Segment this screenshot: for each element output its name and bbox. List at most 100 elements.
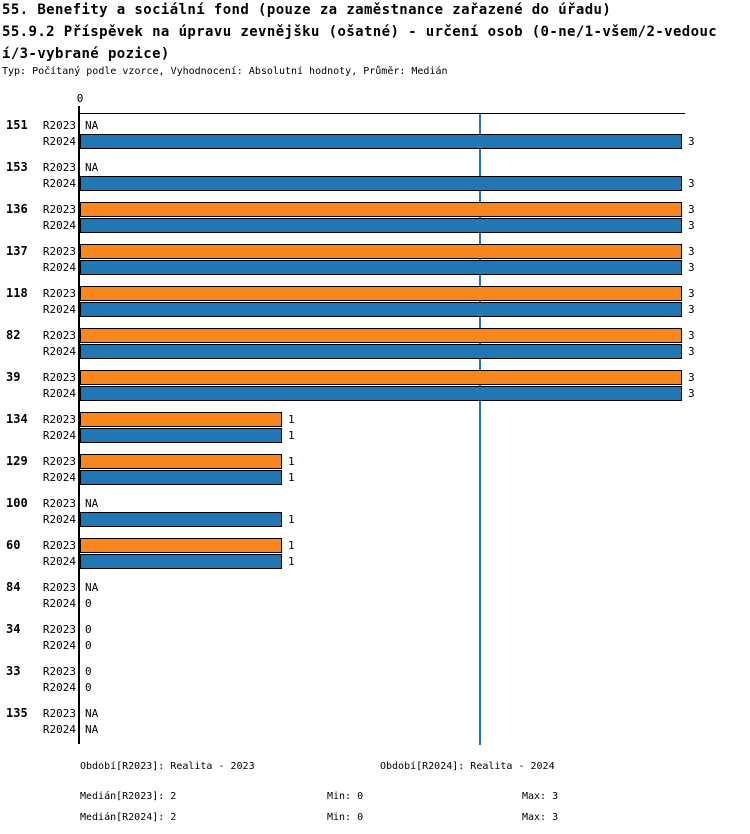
series-label-r2024: R2024 bbox=[42, 345, 76, 358]
value-label: 0 bbox=[85, 665, 92, 678]
group-id-label: 135 bbox=[6, 706, 28, 720]
value-label: 3 bbox=[688, 371, 695, 384]
bar-r2024-group-137 bbox=[80, 260, 682, 275]
value-label: 0 bbox=[85, 597, 92, 610]
value-label: 0 bbox=[85, 639, 92, 652]
page-title-line-1: 55. Benefity a sociální fond (pouze za z… bbox=[2, 2, 612, 18]
series-label-r2023: R2023 bbox=[42, 623, 76, 636]
series-label-r2024: R2024 bbox=[42, 513, 76, 526]
group-id-label: 100 bbox=[6, 496, 28, 510]
min-label-2023: Min: 0 bbox=[327, 791, 364, 802]
series-label-r2023: R2023 bbox=[42, 287, 76, 300]
group-id-label: 84 bbox=[6, 580, 21, 594]
bar-r2023-group-118 bbox=[80, 286, 682, 301]
series-label-r2023: R2023 bbox=[42, 161, 76, 174]
chart-subtitle: Typ: Počítaný podle vzorce, Vyhodnocení:… bbox=[2, 66, 448, 77]
series-label-r2024: R2024 bbox=[42, 597, 76, 610]
series-label-r2024: R2024 bbox=[42, 387, 76, 400]
value-label: NA bbox=[85, 581, 99, 594]
series-label-r2023: R2023 bbox=[42, 371, 76, 384]
value-label: 1 bbox=[288, 429, 295, 442]
series-label-r2024: R2024 bbox=[42, 471, 76, 484]
bar-r2024-group-100 bbox=[80, 512, 282, 527]
bar-r2023-group-129 bbox=[80, 454, 282, 469]
bar-r2024-group-129 bbox=[80, 470, 282, 485]
series-label-r2023: R2023 bbox=[42, 245, 76, 258]
series-label-r2024: R2024 bbox=[42, 177, 76, 190]
value-label: 3 bbox=[688, 387, 695, 400]
y-axis-line bbox=[78, 106, 80, 744]
value-label: 1 bbox=[288, 555, 295, 568]
value-label: 1 bbox=[288, 471, 295, 484]
bar-r2024-group-118 bbox=[80, 302, 682, 317]
x-axis-tick-zero: 0 bbox=[76, 92, 84, 105]
group-id-label: 136 bbox=[6, 202, 28, 216]
max-label-2024: Max: 3 bbox=[522, 812, 559, 823]
series-label-r2023: R2023 bbox=[42, 329, 76, 342]
bar-r2024-group-134 bbox=[80, 428, 282, 443]
series-label-r2023: R2023 bbox=[42, 581, 76, 594]
series-label-r2024: R2024 bbox=[42, 219, 76, 232]
value-label: NA bbox=[85, 707, 99, 720]
bar-r2024-group-151 bbox=[80, 134, 682, 149]
bar-r2023-group-136 bbox=[80, 202, 682, 217]
max-label-2023: Max: 3 bbox=[522, 791, 559, 802]
series-label-r2023: R2023 bbox=[42, 539, 76, 552]
group-id-label: 39 bbox=[6, 370, 21, 384]
series-label-r2024: R2024 bbox=[42, 639, 76, 652]
value-label: 0 bbox=[85, 681, 92, 694]
value-label: 0 bbox=[85, 623, 92, 636]
value-label: 3 bbox=[688, 203, 695, 216]
page-title-line-2: 55.9.2 Příspěvek na úpravu zevnějšku (oš… bbox=[2, 24, 718, 40]
group-id-label: 33 bbox=[6, 664, 21, 678]
group-id-label: 60 bbox=[6, 538, 21, 552]
value-label: 1 bbox=[288, 513, 295, 526]
bar-r2023-group-134 bbox=[80, 412, 282, 427]
x-axis-line bbox=[79, 113, 685, 114]
series-label-r2023: R2023 bbox=[42, 119, 76, 132]
bar-r2023-group-82 bbox=[80, 328, 682, 343]
value-label: 3 bbox=[688, 245, 695, 258]
group-id-label: 118 bbox=[6, 286, 28, 300]
value-label: 3 bbox=[688, 345, 695, 358]
value-label: NA bbox=[85, 119, 99, 132]
series-label-r2024: R2024 bbox=[42, 303, 76, 316]
period-label-2024: Období[R2024]: Realita - 2024 bbox=[380, 761, 555, 772]
bar-r2024-group-82 bbox=[80, 344, 682, 359]
series-label-r2024: R2024 bbox=[42, 723, 76, 736]
series-label-r2023: R2023 bbox=[42, 497, 76, 510]
series-label-r2023: R2023 bbox=[42, 707, 76, 720]
value-label: 1 bbox=[288, 539, 295, 552]
bar-r2023-group-39 bbox=[80, 370, 682, 385]
value-label: NA bbox=[85, 161, 99, 174]
value-label: 3 bbox=[688, 135, 695, 148]
bar-r2023-group-60 bbox=[80, 538, 282, 553]
median-label-2023: Medián[R2023]: 2 bbox=[80, 791, 177, 802]
bar-r2023-group-137 bbox=[80, 244, 682, 259]
group-id-label: 137 bbox=[6, 244, 28, 258]
value-label: NA bbox=[85, 723, 99, 736]
median-reference-line bbox=[479, 114, 481, 745]
group-id-label: 129 bbox=[6, 454, 28, 468]
min-label-2024: Min: 0 bbox=[327, 812, 364, 823]
group-id-label: 151 bbox=[6, 118, 28, 132]
series-label-r2023: R2023 bbox=[42, 455, 76, 468]
value-label: 1 bbox=[288, 413, 295, 426]
bar-r2024-group-60 bbox=[80, 554, 282, 569]
group-id-label: 82 bbox=[6, 328, 21, 342]
series-label-r2024: R2024 bbox=[42, 681, 76, 694]
bar-r2024-group-39 bbox=[80, 386, 682, 401]
group-id-label: 153 bbox=[6, 160, 28, 174]
series-label-r2024: R2024 bbox=[42, 429, 76, 442]
bar-r2024-group-153 bbox=[80, 176, 682, 191]
series-label-r2023: R2023 bbox=[42, 413, 76, 426]
value-label: 3 bbox=[688, 329, 695, 342]
page-title-line-3: í/3-vybrané pozice) bbox=[2, 46, 170, 62]
value-label: 3 bbox=[688, 261, 695, 274]
median-label-2024: Medián[R2024]: 2 bbox=[80, 812, 177, 823]
series-label-r2024: R2024 bbox=[42, 261, 76, 274]
group-id-label: 134 bbox=[6, 412, 28, 426]
value-label: NA bbox=[85, 497, 99, 510]
group-id-label: 34 bbox=[6, 622, 21, 636]
